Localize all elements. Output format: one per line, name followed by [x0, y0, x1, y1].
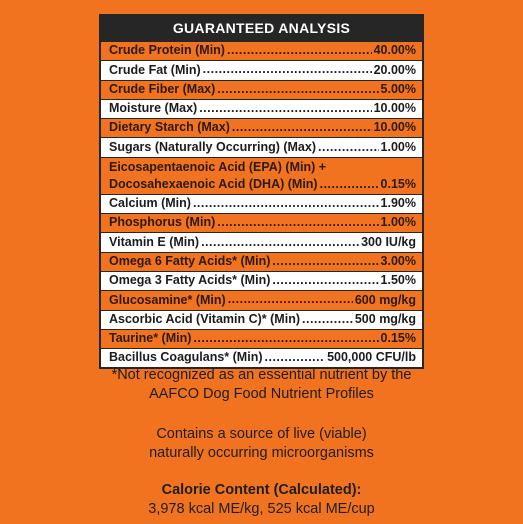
nutrient-value: 5.00% [380, 81, 416, 96]
nutrient-value: 1.00% [380, 139, 416, 154]
nutrient-row: Dietary Starch (Max) 10.00% [101, 118, 422, 138]
live-note-line1: Contains a source of live (viable) [156, 426, 367, 442]
nutrient-label-line1: Eicosapentaenoic Acid (EPA) (Min) + [109, 159, 327, 174]
dot-leader [318, 141, 379, 154]
dot-leader [232, 121, 372, 134]
nutrient-label: Dietary Starch (Max) [109, 120, 230, 135]
dot-leader [227, 44, 372, 57]
footnote-line2: AAFCO Dog Food Nutrient Profiles [149, 386, 374, 402]
nutrient-value: 0.15% [380, 331, 416, 346]
nutrient-value: 3.00% [380, 253, 416, 268]
nutrient-row: Omega 3 Fatty Acids* (Min) 1.50% [101, 270, 422, 291]
nutrient-row: Moisture (Max) 10.00% [101, 98, 422, 119]
nutrient-value: 500,000 CFU/lb [327, 350, 416, 365]
dot-leader [265, 351, 326, 364]
nutrient-row: Crude Fat (Min) 20.00% [101, 60, 422, 80]
nutrient-value: 1.00% [380, 215, 416, 230]
nutrient-value: 0.15% [380, 176, 416, 191]
nutrient-row: Ascorbic Acid (Vitamin C)* (Min) 500 mg/k… [101, 309, 422, 329]
nutrient-row: Taurine* (Min) 0.15% [101, 328, 422, 349]
nutrient-value: 1.90% [380, 196, 416, 211]
nutrient-label: Vitamin E (Min) [109, 234, 200, 249]
nutrient-row: Vitamin E (Min) 300 IU/kg [101, 232, 422, 252]
guaranteed-analysis-table: GUARANTEED ANALYSIS Crude Protein (Min) 4… [99, 14, 424, 370]
nutrient-label: Docosahexaenoic Acid (DHA) (Min) [109, 176, 318, 191]
footnote: *Not recognized as an essential nutrient… [0, 366, 523, 404]
dot-leader [217, 216, 378, 229]
dot-leader [272, 274, 378, 287]
nutrient-row: Glucosamine* (Min) 600 mg/kg [101, 290, 422, 310]
dot-leader [302, 313, 353, 326]
calorie-content-value: 3,978 kcal ME/kg, 525 kcal ME/cup [148, 501, 375, 517]
nutrient-label: Phosphorus (Min) [109, 215, 216, 230]
dot-leader [193, 332, 378, 345]
footnote-line1: *Not recognized as an essential nutrient… [111, 367, 412, 383]
nutrient-row: Bacillus Coagulans* (Min) 500,000 CFU/lb [101, 348, 422, 368]
nutrient-value: 1.50% [380, 273, 416, 288]
nutrient-label: Crude Fat (Min) [109, 62, 201, 77]
table-header: GUARANTEED ANALYSIS [101, 16, 422, 41]
calorie-content-title: Calorie Content (Calculated): [161, 482, 362, 498]
dot-leader [193, 197, 379, 210]
dot-leader [203, 63, 372, 76]
nutrient-row: Phosphorus (Min) 1.00% [101, 213, 422, 233]
nutrient-value: 10.00% [373, 120, 416, 135]
nutrient-label: Omega 3 Fatty Acids* (Min) [109, 273, 271, 288]
nutrient-row: Sugars (Naturally Occurring) (Max) 1.00% [101, 137, 422, 157]
live-microorganisms-note: Contains a source of live (viable) natur… [0, 425, 523, 463]
nutrient-label: Crude Protein (Min) [109, 43, 225, 58]
nutrient-row: Crude Fiber (Max) 5.00% [101, 79, 422, 99]
nutrient-value: 40.00% [373, 43, 416, 58]
dot-leader [217, 83, 378, 96]
nutrient-label: Omega 6 Fatty Acids* (Min) [109, 253, 271, 268]
nutrient-value: 20.00% [373, 62, 416, 77]
dot-leader [201, 236, 359, 249]
dot-leader [320, 178, 379, 191]
nutrient-label: Glucosamine* (Min) [109, 292, 226, 307]
nutrient-row: Calcium (Min) 1.90% [101, 193, 422, 214]
dot-leader [199, 102, 371, 115]
nutrient-value: 600 mg/kg [354, 292, 416, 307]
live-note-line2: naturally occurring microorganisms [149, 445, 374, 461]
nutrient-value: 10.00% [373, 101, 416, 116]
nutrient-value: 300 IU/kg [361, 234, 416, 249]
nutrient-label: Sugars (Naturally Occurring) (Max) [109, 139, 316, 154]
nutrient-value: 500 mg/kg [354, 311, 416, 326]
dot-leader [272, 255, 378, 268]
nutrient-label: Calcium (Min) [109, 196, 191, 211]
nutrient-label-line2: Docosahexaenoic Acid (DHA) (Min) 0.15% [109, 176, 416, 193]
nutrient-label: Bacillus Coagulans* (Min) [109, 350, 263, 365]
dot-leader [228, 293, 353, 306]
nutrient-row: Crude Protein (Min) 40.00% [101, 41, 422, 61]
nutrient-label: Ascorbic Acid (Vitamin C)* (Min) [109, 311, 300, 326]
nutrient-label: Moisture (Max) [109, 101, 198, 116]
nutrient-row: Omega 6 Fatty Acids* (Min) 3.00% [101, 251, 422, 271]
nutrient-label: Taurine* (Min) [109, 331, 192, 346]
nutrient-label: Crude Fiber (Max) [109, 81, 216, 96]
nutrient-row: Eicosapentaenoic Acid (EPA) (Min) + Docos… [101, 156, 422, 194]
nutrient-rows: Crude Protein (Min) 40.00% Crude Fat (Min)… [101, 41, 422, 368]
